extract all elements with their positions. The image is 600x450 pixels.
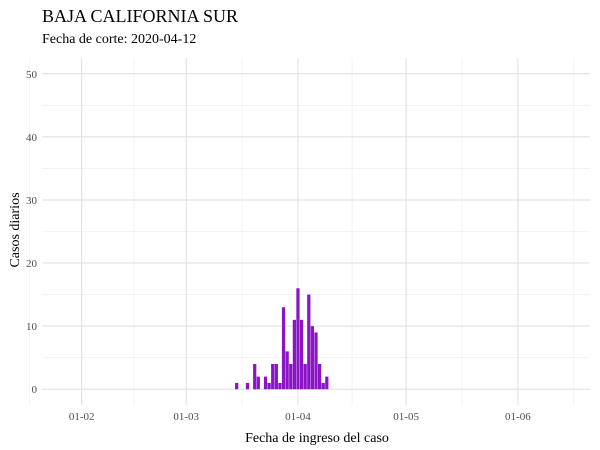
bar (281, 307, 286, 390)
x-tick-label: 01-02 (69, 411, 95, 423)
x-tick-label: 01-04 (285, 411, 311, 423)
y-tick-label: 30 (26, 195, 38, 207)
bar (285, 351, 289, 390)
chart-subtitle: Fecha de corte: 2020-04-12 (42, 32, 196, 47)
bar (310, 326, 315, 390)
bar (253, 363, 257, 390)
x-tick-labels: 01-02 01-03 01-04 01-05 01-06 (69, 411, 531, 423)
y-axis-label: Casos diarios (8, 192, 23, 267)
bar (235, 382, 239, 390)
bar (292, 319, 296, 390)
x-tick-label: 01-03 (173, 411, 199, 423)
bar (289, 363, 293, 390)
y-tick-label: 50 (26, 69, 38, 81)
bar (271, 363, 275, 390)
bar (256, 376, 260, 390)
x-tick-label: 01-06 (505, 411, 531, 423)
bars (235, 288, 329, 390)
x-axis-label: Fecha de ingreso del caso (245, 431, 389, 446)
x-tick-label: 01-05 (393, 411, 419, 423)
bar (325, 376, 329, 390)
bar (296, 288, 300, 390)
bar (303, 363, 307, 390)
bar (263, 376, 268, 390)
y-tick-label: 0 (32, 384, 38, 396)
bar (317, 363, 322, 390)
bar (267, 382, 271, 390)
chart-title: BAJA CALIFORNIA SUR (42, 6, 238, 26)
y-tick-label: 20 (26, 258, 38, 270)
bar (321, 382, 325, 390)
y-tick-labels: 0 10 20 30 40 50 (26, 69, 38, 396)
bar (274, 363, 278, 390)
bar (245, 382, 250, 390)
y-tick-label: 10 (26, 321, 38, 333)
bar (314, 332, 318, 390)
bar (307, 294, 311, 390)
bar (299, 319, 304, 390)
bar (278, 382, 282, 390)
y-tick-label: 40 (26, 132, 38, 144)
grid (29, 58, 590, 405)
